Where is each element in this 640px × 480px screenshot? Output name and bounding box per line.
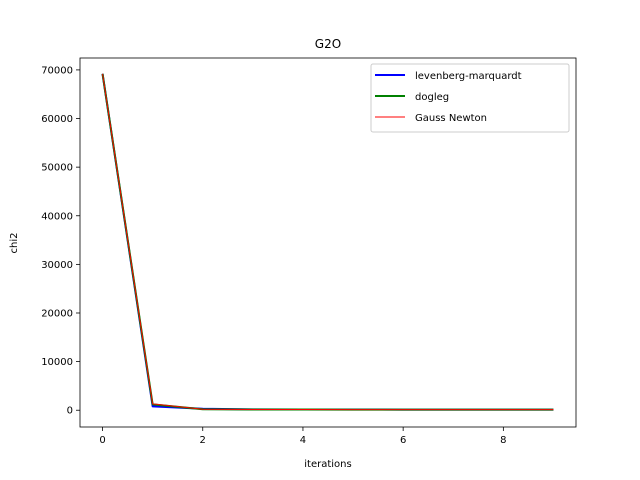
legend-box [370, 63, 570, 133]
y-tick-label-0: 0 [67, 406, 73, 417]
y-tick-label-3: 30000 [41, 260, 73, 271]
y-tick-label-4: 40000 [41, 211, 73, 222]
x-tick-label-2: 4 [300, 435, 306, 446]
legend-label-1: dogleg [415, 92, 449, 103]
y-tick-label-7: 70000 [41, 65, 73, 76]
series-line-2 [102, 73, 554, 411]
y-tick-label-5: 50000 [41, 163, 73, 174]
chart-title: G2O [315, 37, 341, 51]
x-tick-label-1: 2 [200, 435, 206, 446]
y-axis-label: chi2 [9, 233, 20, 254]
x-tick-label-3: 6 [400, 435, 406, 446]
y-tick-label-2: 20000 [41, 308, 73, 319]
legend-label-2: Gauss Newton [415, 113, 487, 124]
x-tick-label-0: 0 [99, 435, 105, 446]
legend: levenberg-marquardt dogleg Gauss Newton [370, 63, 570, 133]
plot-frame [79, 57, 577, 428]
y-tick-label-6: 60000 [41, 114, 73, 125]
x-axis-label: iterations [304, 459, 351, 470]
x-tick-label-4: 8 [500, 435, 506, 446]
y-tick-label-1: 10000 [41, 357, 73, 368]
legend-label-0: levenberg-marquardt [415, 71, 522, 82]
